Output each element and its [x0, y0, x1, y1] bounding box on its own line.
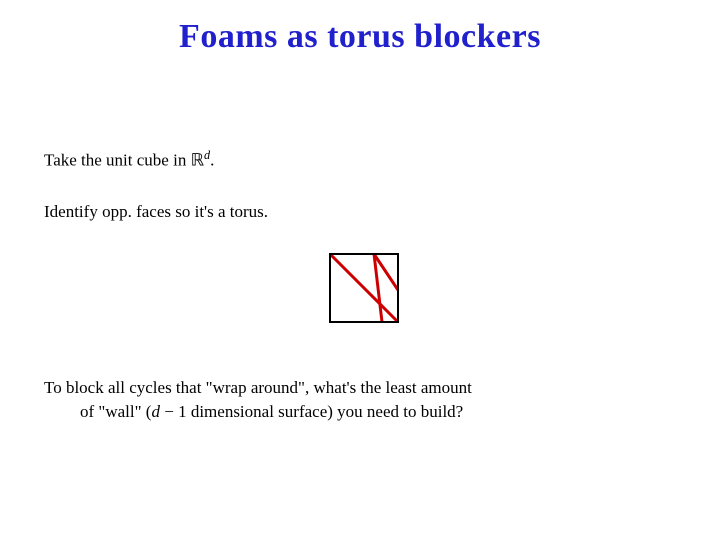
line1-part-b: . — [210, 151, 214, 170]
line4-part-b: − 1 dimensional surface) you need to bui… — [160, 402, 463, 421]
page-title: Foams as torus blockers — [0, 0, 720, 56]
red-diagonal — [330, 254, 398, 322]
body-line-4: of "wall" (d − 1 dimensional surface) yo… — [80, 402, 463, 422]
blackboard-R: ℝ — [191, 151, 204, 170]
italic-d: d — [151, 402, 160, 421]
body-line-1: Take the unit cube in ℝd. — [44, 148, 214, 171]
body-line-2: Identify opp. faces so it's a torus. — [44, 202, 268, 222]
line4-part-a: of "wall" ( — [80, 402, 151, 421]
line1-part-a: Take the unit cube in — [44, 151, 191, 170]
body-line-3: To block all cycles that "wrap around", … — [44, 378, 472, 398]
torus-square-diagram — [324, 248, 404, 328]
diagram-svg — [324, 248, 404, 328]
